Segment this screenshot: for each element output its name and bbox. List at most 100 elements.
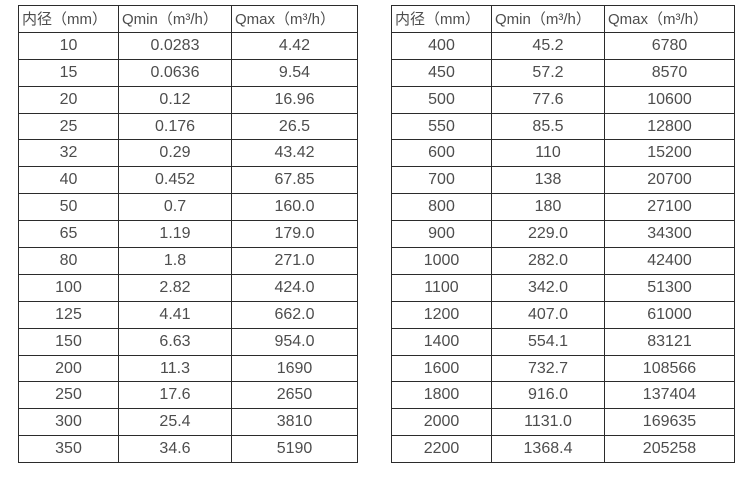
table-cell: 61000	[604, 300, 735, 329]
table-cell: 83121	[604, 327, 735, 356]
table-cell: 138	[491, 166, 605, 195]
table-cell: 5190	[231, 435, 358, 464]
table-cell: 8570	[604, 58, 735, 87]
table-cell: 0.12	[118, 85, 232, 114]
table-cell: 916.0	[491, 381, 605, 410]
table-cell: 3810	[231, 408, 358, 437]
header-qmax: Qmax（m³/h）	[231, 5, 358, 33]
table-cell: 80	[18, 247, 119, 275]
table-cell: 169635	[604, 408, 735, 437]
table-row: 2000 1131.0 169635	[391, 408, 735, 437]
table-cell: 1600	[391, 354, 492, 383]
table-cell: 500	[391, 85, 492, 114]
table-cell: 424.0	[231, 273, 358, 302]
table-cell: 10	[18, 31, 119, 60]
table-cell: 45.2	[491, 31, 605, 60]
table-cell: 40	[18, 166, 119, 195]
table-cell: 1690	[231, 354, 358, 383]
table-cell: 15200	[604, 139, 735, 168]
table-row: 250 17.6 2650	[18, 381, 358, 410]
table-cell: 700	[391, 166, 492, 195]
table-cell: 25	[18, 112, 119, 141]
table-cell: 2200	[391, 435, 492, 464]
table-row: 10 0.0283 4.42	[18, 31, 358, 60]
table-cell: 0.176	[118, 112, 232, 141]
table-row: 800 180 27100	[391, 193, 735, 222]
table-row: 50 0.7 160.0	[18, 193, 358, 222]
table-cell: 43.42	[231, 139, 358, 168]
table-cell: 0.452	[118, 166, 232, 195]
table-cell: 100	[18, 273, 119, 302]
table-cell: 229.0	[491, 220, 605, 249]
table-cell: 2.82	[118, 273, 232, 302]
table-cell: 342.0	[491, 273, 605, 302]
table-cell: 0.7	[118, 193, 232, 222]
header-inner-diameter: 内径（mm）	[18, 5, 119, 33]
table-cell: 150	[18, 327, 119, 356]
table-cell: 42400	[604, 247, 735, 275]
table-cell: 1368.4	[491, 435, 605, 464]
table-cell: 0.0636	[118, 58, 232, 87]
table-cell: 65	[18, 220, 119, 249]
table-row: 1000 282.0 42400	[391, 247, 735, 275]
table-cell: 282.0	[491, 247, 605, 275]
table-cell: 350	[18, 435, 119, 464]
flow-rate-table-large-diameters: 内径（mm） Qmin（m³/h） Qmax（m³/h） 400 45.2 6780…	[391, 5, 735, 464]
table-row: 300 25.4 3810	[18, 408, 358, 437]
table-cell: 34300	[604, 220, 735, 249]
table-row: 500 77.6 10600	[391, 85, 735, 114]
table-cell: 0.29	[118, 139, 232, 168]
table-cell: 27100	[604, 193, 735, 222]
table-cell: 205258	[604, 435, 735, 464]
table-row: 1100 342.0 51300	[391, 273, 735, 302]
table-row: 600 110 15200	[391, 139, 735, 168]
table-cell: 1400	[391, 327, 492, 356]
table-cell: 125	[18, 300, 119, 329]
table-cell: 1100	[391, 273, 492, 302]
table-header-row: 内径（mm） Qmin（m³/h） Qmax（m³/h）	[18, 5, 358, 33]
table-cell: 34.6	[118, 435, 232, 464]
table-cell: 9.54	[231, 58, 358, 87]
table-row: 700 138 20700	[391, 166, 735, 195]
table-cell: 6.63	[118, 327, 232, 356]
table-row: 32 0.29 43.42	[18, 139, 358, 168]
table-cell: 1131.0	[491, 408, 605, 437]
table-cell: 67.85	[231, 166, 358, 195]
table-header-row: 内径（mm） Qmin（m³/h） Qmax（m³/h）	[391, 5, 735, 33]
table-cell: 550	[391, 112, 492, 141]
table-cell: 954.0	[231, 327, 358, 356]
header-qmax: Qmax（m³/h）	[604, 5, 735, 33]
table-cell: 2000	[391, 408, 492, 437]
table-cell: 1800	[391, 381, 492, 410]
table-cell: 450	[391, 58, 492, 87]
table-row: 1600 732.7 108566	[391, 354, 735, 383]
table-cell: 137404	[604, 381, 735, 410]
table-cell: 179.0	[231, 220, 358, 249]
table-cell: 17.6	[118, 381, 232, 410]
table-cell: 662.0	[231, 300, 358, 329]
table-cell: 51300	[604, 273, 735, 302]
table-cell: 12800	[604, 112, 735, 141]
table-cell: 20	[18, 85, 119, 114]
table-cell: 16.96	[231, 85, 358, 114]
table-cell: 271.0	[231, 247, 358, 275]
table-cell: 0.0283	[118, 31, 232, 60]
flow-rate-table-small-diameters: 内径（mm） Qmin（m³/h） Qmax（m³/h） 10 0.0283 4.4…	[18, 5, 358, 464]
table-cell: 1200	[391, 300, 492, 329]
table-cell: 1000	[391, 247, 492, 275]
table-cell: 108566	[604, 354, 735, 383]
table-cell: 110	[491, 139, 605, 168]
table-cell: 20700	[604, 166, 735, 195]
table-cell: 554.1	[491, 327, 605, 356]
table-row: 40 0.452 67.85	[18, 166, 358, 195]
table-row: 1800 916.0 137404	[391, 381, 735, 410]
table-cell: 732.7	[491, 354, 605, 383]
header-qmin: Qmin（m³/h）	[118, 5, 232, 33]
table-cell: 26.5	[231, 112, 358, 141]
table-cell: 77.6	[491, 85, 605, 114]
table-cell: 32	[18, 139, 119, 168]
table-cell: 300	[18, 408, 119, 437]
header-qmin: Qmin（m³/h）	[491, 5, 605, 33]
table-cell: 180	[491, 193, 605, 222]
